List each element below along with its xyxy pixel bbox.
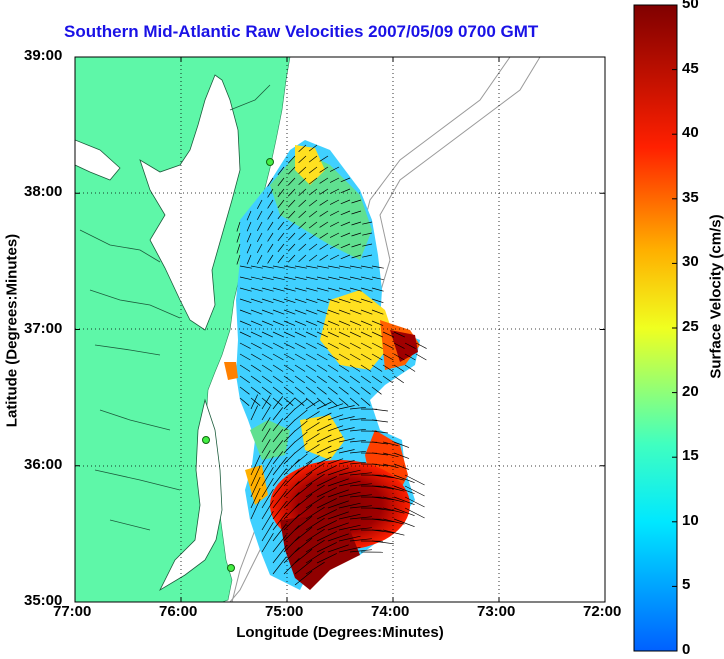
x-tick-label: 73:00 bbox=[477, 603, 516, 620]
pamlico-sound bbox=[159, 398, 223, 592]
colorbar-tick-label: 45 bbox=[682, 59, 699, 77]
x-tick-label: 72:00 bbox=[583, 603, 622, 620]
colorbar-tick-label: 30 bbox=[682, 253, 699, 271]
river-lines bbox=[79, 84, 271, 531]
colorbar bbox=[633, 4, 678, 652]
station-marker bbox=[266, 158, 274, 166]
y-tick-label: 39:00 bbox=[24, 47, 63, 64]
velocity-field bbox=[224, 140, 420, 590]
colorbar-tick-label: 40 bbox=[682, 124, 699, 142]
colorbar-tick-label: 35 bbox=[682, 188, 699, 206]
x-tick-label: 76:00 bbox=[159, 603, 198, 620]
colorbar-tick-label: 10 bbox=[682, 511, 699, 529]
grid-lines bbox=[75, 57, 605, 602]
colorbar-tick-label: 25 bbox=[682, 318, 699, 335]
colorbar-tick-marks bbox=[672, 4, 677, 652]
station-marker bbox=[202, 436, 210, 444]
colorbar-tick-label: 5 bbox=[682, 576, 691, 594]
colorbar-tick-label: 15 bbox=[682, 447, 699, 465]
y-tick-label: 37:00 bbox=[24, 319, 63, 337]
land-mass bbox=[75, 57, 291, 602]
colorbar-label: Surface Velocity (cm/s) bbox=[707, 214, 724, 379]
station-marker bbox=[227, 564, 235, 572]
colorbar-tick-label: 50 bbox=[682, 0, 699, 12]
y-tick-label: 38:00 bbox=[24, 183, 63, 201]
chesapeake-bay bbox=[139, 74, 241, 331]
axis-tick-marks bbox=[74, 56, 606, 603]
x-tick-label: 77:00 bbox=[53, 603, 92, 620]
y-axis-label: Latitude (Degrees:Minutes) bbox=[3, 233, 21, 428]
velocity-arrows bbox=[236, 144, 427, 586]
x-tick-label: 75:00 bbox=[265, 603, 304, 620]
x-tick-label: 74:00 bbox=[371, 603, 410, 620]
colorbar-tick-label: 20 bbox=[682, 382, 699, 400]
x-axis-label: Longitude (Degrees:Minutes) bbox=[236, 624, 444, 641]
map-title: Southern Mid-Atlantic Raw Velocities 200… bbox=[64, 22, 539, 41]
y-tick-label: 36:00 bbox=[24, 455, 63, 473]
colorbar-tick-label: 0 bbox=[682, 641, 691, 658]
delaware-bay bbox=[75, 139, 121, 181]
y-tick-label: 35:00 bbox=[24, 592, 63, 609]
